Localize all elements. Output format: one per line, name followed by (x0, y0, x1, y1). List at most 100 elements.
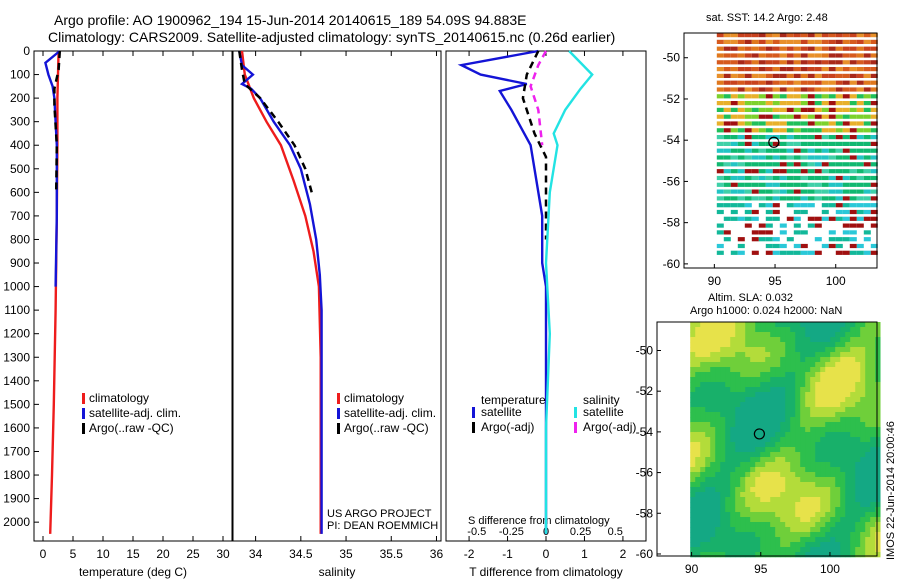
sla-cell (775, 427, 781, 433)
legend-label-difference: satellite (583, 405, 624, 419)
sla-cell (855, 527, 861, 533)
sla-cell (765, 507, 771, 513)
sla-cell (780, 542, 786, 548)
sla-cell (865, 407, 871, 413)
series-line-difference (544, 50, 594, 534)
sst-cell (842, 230, 850, 235)
sst-cell (835, 175, 843, 181)
sla-cell (785, 527, 791, 533)
sst-cell (723, 46, 731, 51)
sst-cell (779, 189, 787, 194)
sst-cell (814, 141, 822, 146)
sla-cell (850, 377, 856, 383)
series-line-salinity (238, 50, 323, 534)
sst-cell (842, 128, 850, 133)
sla-cell (805, 352, 811, 358)
y-tick-label-temperature: 100 (10, 68, 30, 82)
sla-cell (855, 427, 861, 433)
sla-cell (695, 372, 701, 378)
sst-cell (842, 135, 850, 140)
sla-cell (855, 347, 861, 353)
sla-cell (810, 537, 816, 543)
sla-cell (740, 537, 746, 543)
sst-cell (856, 141, 864, 146)
sla-cell (875, 517, 881, 523)
sst-cell (793, 162, 801, 167)
sla-cell (740, 372, 746, 378)
sst-cell (737, 60, 745, 65)
sla-cell (835, 522, 841, 528)
sla-cell (875, 447, 881, 453)
sla-cell (765, 382, 771, 388)
sla-cell (860, 467, 866, 473)
sst-cell (828, 94, 836, 99)
sla-cell (730, 422, 736, 428)
sla-cell (745, 442, 751, 448)
sla-cell (745, 382, 751, 388)
sla-cell (805, 367, 811, 373)
sst-cell (758, 39, 766, 44)
sla-cell (800, 322, 806, 328)
sla-cell (845, 502, 851, 508)
sla-cell (750, 512, 756, 518)
sst-cell (716, 107, 724, 112)
sla-cell (715, 472, 721, 478)
sla-cell (820, 492, 826, 498)
sla-cell (765, 367, 771, 373)
sla-cell (855, 332, 861, 338)
sst-cell (737, 203, 745, 208)
sst-cell (807, 39, 815, 44)
sla-cell (870, 547, 876, 553)
sla-cell (755, 467, 761, 473)
sst-cell (751, 53, 759, 58)
sst-cell (744, 216, 752, 221)
sst-cell (800, 128, 808, 133)
sla-cell (850, 457, 856, 463)
sla-cell (760, 407, 766, 413)
sla-cell (815, 502, 821, 508)
sla-cell (700, 342, 706, 348)
sst-cell (772, 162, 780, 167)
sla-cell (870, 352, 876, 358)
sst-cell (807, 33, 815, 38)
sla-cell (715, 377, 721, 383)
sla-cell (720, 462, 726, 468)
sst-cell (870, 155, 878, 160)
sla-cell (840, 352, 846, 358)
sla-cell (755, 327, 761, 333)
sla-cell (835, 517, 841, 523)
sla-cell (855, 462, 861, 468)
sla-cell (805, 362, 811, 368)
sla-cell (755, 492, 761, 498)
sla-cell (710, 347, 716, 353)
sla-cell (690, 422, 696, 428)
sla-cell (825, 482, 831, 488)
sst-cell (863, 169, 871, 174)
sst-cell (842, 94, 850, 99)
sla-cell (810, 457, 816, 463)
sla-cell (710, 452, 716, 458)
sst-cell (723, 60, 731, 65)
sst-cell (744, 162, 752, 167)
sst-cell (793, 209, 801, 215)
sla-cell (795, 467, 801, 473)
sla-cell (875, 422, 881, 428)
sla-cell (710, 547, 716, 553)
sla-cell (840, 382, 846, 388)
sla-cell (700, 427, 706, 433)
sst-cell (716, 60, 724, 65)
sst-cell (821, 107, 829, 112)
sst-cell (793, 33, 801, 38)
sst-cell (863, 101, 871, 106)
sst-cell (765, 250, 773, 255)
legend-label-salinity: Argo(..raw -QC) (344, 421, 429, 435)
sla-cell (810, 377, 816, 383)
sla-cell (790, 332, 796, 338)
sla-cell (845, 452, 851, 458)
sla-cell (850, 357, 856, 363)
sst-cell (751, 80, 759, 85)
sla-cell (750, 327, 756, 333)
sla-cell (870, 332, 876, 338)
x2-tick-label-difference: -0.5 (467, 526, 486, 538)
sst-cell (751, 155, 759, 160)
